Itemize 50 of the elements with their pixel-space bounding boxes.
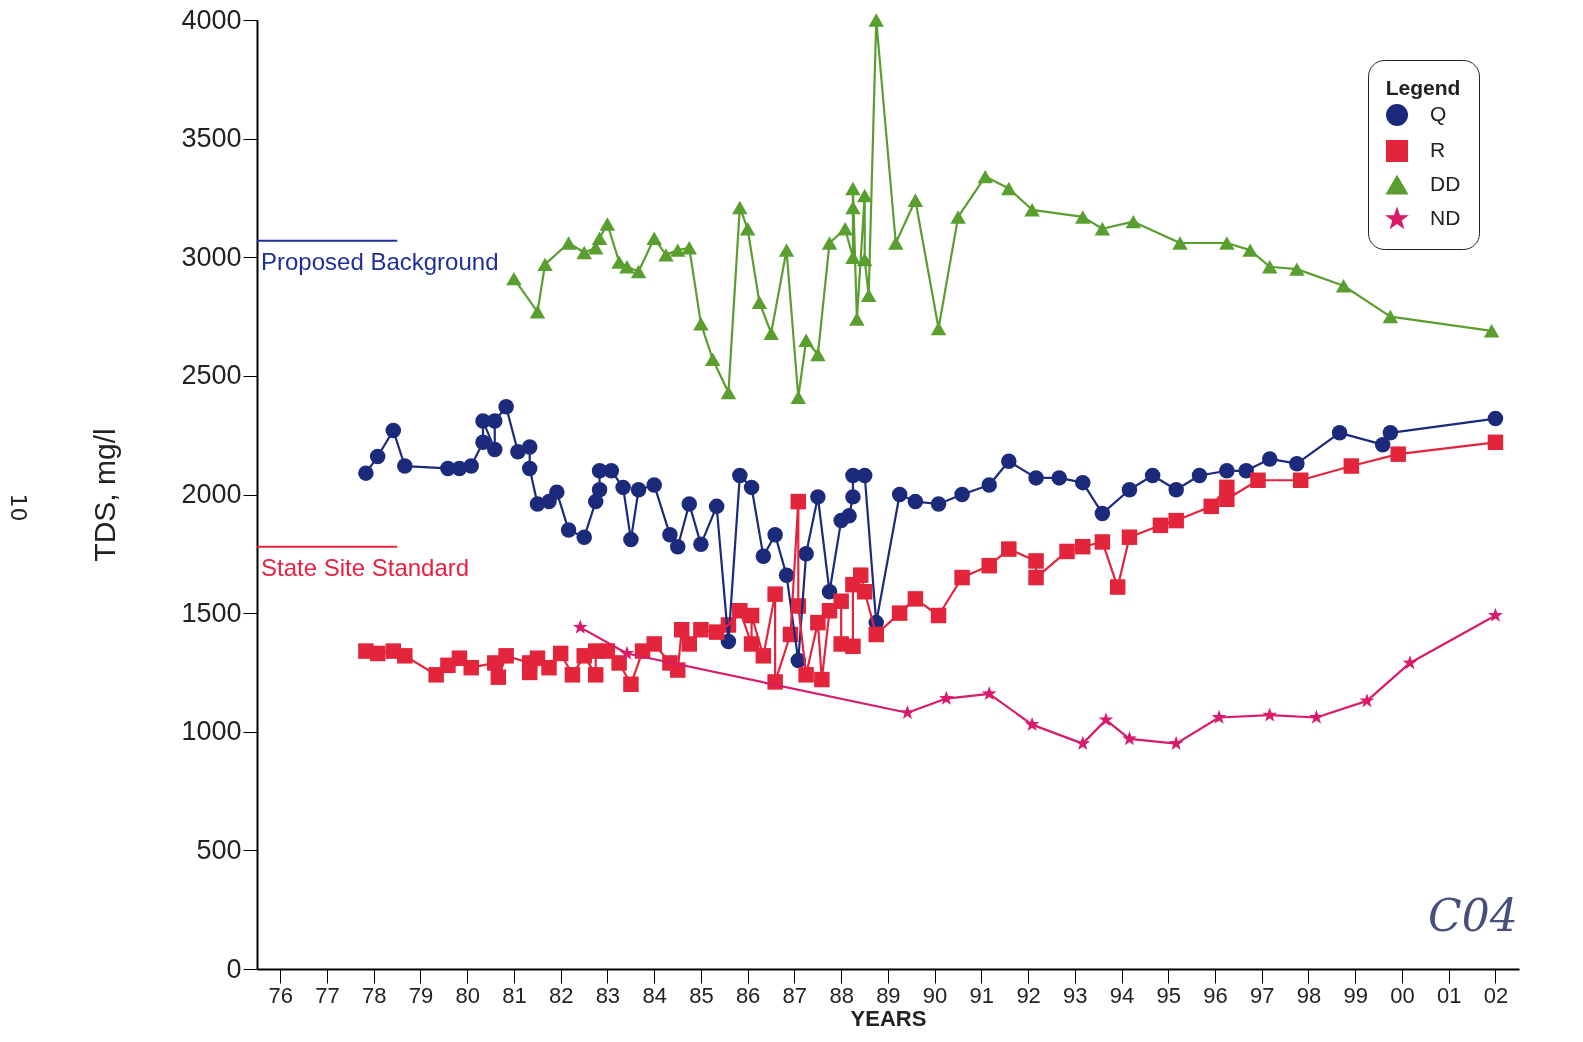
x-tick-label: 89 — [876, 982, 901, 1008]
x-tick-label: 00 — [1390, 982, 1415, 1008]
legend-label: ND — [1430, 206, 1461, 229]
y-tick-label: 4000 — [181, 4, 242, 35]
x-tick-label: 99 — [1343, 982, 1368, 1008]
x-tick-label: 86 — [735, 982, 761, 1008]
x-tick-label: 77 — [315, 982, 340, 1008]
y-tick-label: 0 — [226, 953, 242, 984]
x-tick-label: 76 — [268, 982, 294, 1008]
x-tick-label: 81 — [502, 982, 527, 1008]
x-tick-label: 79 — [408, 982, 434, 1008]
annotation: C04 — [1428, 890, 1518, 941]
x-tick-label: 84 — [642, 982, 667, 1008]
x-tick-label: 91 — [969, 982, 995, 1008]
ref-line-label: Proposed Background — [261, 247, 499, 275]
x-tick-label: 96 — [1203, 982, 1228, 1008]
legend-title: Legend — [1385, 76, 1461, 99]
y-tick-label: 3000 — [181, 241, 242, 272]
x-tick-label: 83 — [595, 982, 621, 1008]
point — [1483, 324, 1500, 338]
x-tick-label: 93 — [1063, 982, 1088, 1008]
legend-label: DD — [1430, 172, 1461, 195]
x-tick-label: 97 — [1250, 982, 1275, 1008]
x-tick-label: 90 — [922, 982, 948, 1008]
point — [1024, 203, 1040, 217]
y-axis-title: TDS, mg/l — [88, 428, 122, 562]
point — [849, 312, 865, 326]
y-tick-label: 1500 — [181, 597, 242, 628]
x-tick-label: 98 — [1296, 982, 1322, 1008]
ref-line-label: State Site Standard — [261, 553, 470, 581]
x-tick-label: 92 — [1016, 982, 1041, 1008]
x-tick-label: 95 — [1156, 982, 1181, 1008]
legend-label: Q — [1430, 102, 1447, 125]
x-tick-label: 82 — [548, 982, 574, 1008]
x-tick-label: 85 — [689, 982, 714, 1008]
x-tick-label: 01 — [1437, 982, 1462, 1008]
y-tick-label: 1000 — [181, 716, 242, 747]
y-tick-label: 2000 — [181, 479, 242, 509]
x-tick-label: 78 — [361, 982, 387, 1008]
y-tick-label: 2500 — [181, 360, 242, 391]
x-axis-title: YEARS — [850, 1005, 927, 1031]
x-tick-label: 88 — [829, 982, 854, 1008]
y-tick-label: 500 — [196, 834, 242, 865]
x-tick-label: 94 — [1109, 982, 1135, 1008]
legend-label: R — [1430, 138, 1446, 161]
y-tick-label: 3500 — [181, 123, 242, 154]
x-tick-label: 02 — [1483, 982, 1509, 1008]
text: 10 — [5, 493, 31, 522]
x-tick-label: 80 — [455, 982, 480, 1008]
x-tick-label: 87 — [782, 982, 808, 1008]
